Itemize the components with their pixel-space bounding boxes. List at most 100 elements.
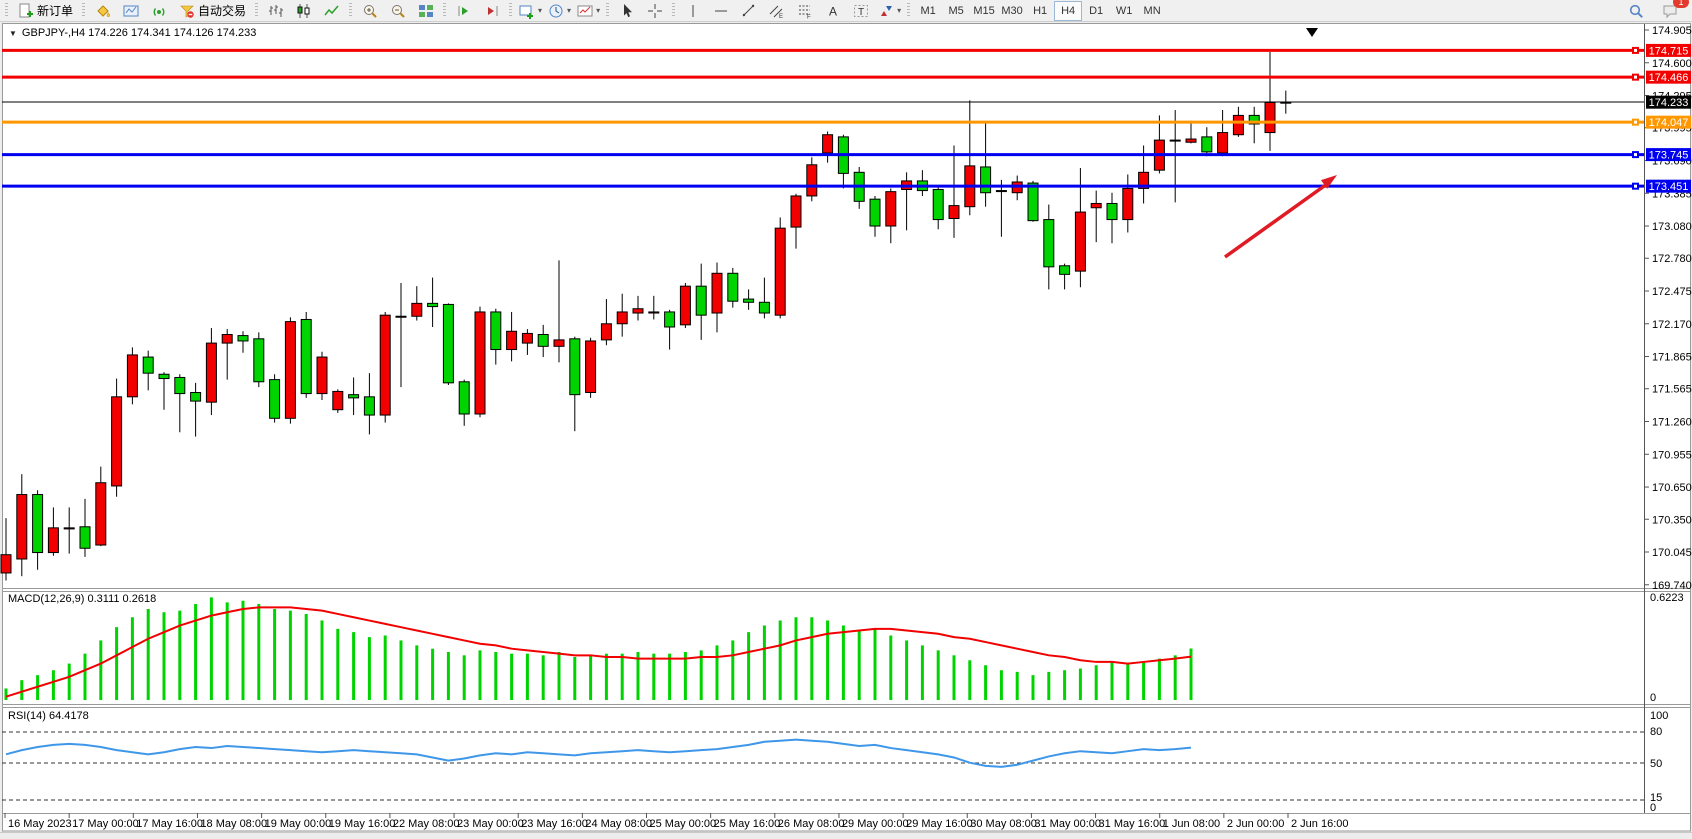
timeframe-h1[interactable]: H1 bbox=[1033, 4, 1048, 17]
period-button[interactable]: ▾ bbox=[545, 0, 574, 22]
chart-canvas[interactable]: 174.905174.600174.295173.995173.690173.3… bbox=[0, 22, 1692, 832]
candle-body bbox=[79, 526, 91, 549]
chart-profile-button[interactable] bbox=[117, 0, 145, 22]
signal-button[interactable] bbox=[145, 0, 173, 22]
candle-body bbox=[569, 338, 581, 396]
candle-body bbox=[111, 396, 123, 487]
candle-body bbox=[948, 205, 960, 220]
timeframe-m15[interactable]: M15 bbox=[973, 4, 995, 17]
template-button[interactable]: ▾ bbox=[574, 0, 603, 22]
paint-bucket-icon bbox=[95, 3, 111, 19]
price-tick-label: 174.600 bbox=[1652, 58, 1692, 70]
line-chart-icon bbox=[324, 3, 340, 19]
candle-body bbox=[284, 321, 296, 419]
toolbar-grip[interactable] bbox=[255, 3, 259, 18]
timeframe-m1[interactable]: M1 bbox=[920, 4, 936, 17]
timeframe-d1[interactable]: D1 bbox=[1089, 4, 1104, 17]
new-order-button[interactable]: 新订单 bbox=[12, 0, 79, 22]
candle-body bbox=[995, 190, 1007, 193]
candle-body bbox=[332, 390, 344, 411]
candle-body bbox=[363, 396, 375, 416]
candle-body bbox=[869, 198, 881, 227]
arrows-icon bbox=[878, 3, 894, 19]
time-tick-label: 29 May 00:00 bbox=[842, 818, 909, 830]
timeframe-m5[interactable]: M5 bbox=[948, 4, 964, 17]
toolbar-grip[interactable] bbox=[672, 3, 676, 18]
svg-text:174.233: 174.233 bbox=[1649, 97, 1689, 109]
cursor-button[interactable] bbox=[613, 0, 641, 22]
text-label-icon: T bbox=[853, 3, 869, 19]
candlestick-chart-button[interactable] bbox=[290, 0, 318, 22]
candle-body bbox=[553, 339, 565, 347]
candle-body bbox=[679, 285, 691, 326]
down-arrow-marker[interactable] bbox=[1306, 28, 1318, 37]
candle-body bbox=[1138, 171, 1150, 189]
candle-body bbox=[537, 334, 549, 347]
text-label-button[interactable]: T bbox=[847, 0, 875, 22]
toolbar-grip[interactable] bbox=[907, 3, 911, 18]
time-tick-label: 25 May 00:00 bbox=[650, 818, 717, 830]
price-level-label bbox=[1646, 70, 1691, 84]
equidistant-channel-button[interactable]: E bbox=[763, 0, 791, 22]
crosshair-button[interactable] bbox=[641, 0, 669, 22]
price-tick-label: 172.780 bbox=[1652, 253, 1692, 265]
timeframe-h4[interactable]: H4 bbox=[1054, 0, 1083, 21]
chart-shift-button[interactable] bbox=[478, 0, 506, 22]
text-button[interactable]: A bbox=[819, 0, 847, 22]
zoom-in-button[interactable] bbox=[356, 0, 384, 22]
timeframe-w1[interactable]: W1 bbox=[1115, 4, 1133, 17]
equidistant-channel-icon: E bbox=[769, 3, 785, 19]
toolbar-grip[interactable] bbox=[82, 3, 86, 18]
time-tick-label: 23 May 00:00 bbox=[457, 818, 524, 830]
horizontal-line-button[interactable] bbox=[707, 0, 735, 22]
auto-scroll-icon bbox=[456, 3, 472, 19]
timeframe-m30[interactable]: M30 bbox=[1001, 4, 1023, 17]
tile-windows-icon bbox=[418, 3, 434, 19]
price-level-label bbox=[1646, 179, 1691, 193]
rsi-tick-label: 100 bbox=[1650, 710, 1668, 722]
search-button[interactable] bbox=[1622, 0, 1650, 22]
candle-body bbox=[1264, 102, 1276, 134]
arrows-button[interactable]: ▾ bbox=[875, 0, 904, 22]
rsi-tick-label: 15 bbox=[1650, 792, 1662, 804]
candle-body bbox=[664, 311, 676, 328]
notifications-button[interactable]: 1 bbox=[1656, 0, 1689, 22]
time-tick-label: 22 May 08:00 bbox=[393, 818, 460, 830]
candle-body bbox=[221, 334, 233, 344]
timeframe-mn[interactable]: MN bbox=[1143, 4, 1161, 17]
styler-button[interactable] bbox=[89, 0, 117, 22]
chart-title-bar: ▼ GBPJPY-,H4 174.226 174.341 174.126 174… bbox=[9, 27, 256, 39]
bar-chart-button[interactable] bbox=[262, 0, 290, 22]
tile-windows-button[interactable] bbox=[412, 0, 440, 22]
candle-body bbox=[490, 311, 502, 351]
trend-arrow-annotation[interactable] bbox=[1223, 182, 1329, 259]
svg-text:174.715: 174.715 bbox=[1649, 45, 1689, 57]
candle-body bbox=[727, 272, 739, 302]
trendline-button[interactable] bbox=[735, 0, 763, 22]
svg-text:E: E bbox=[779, 14, 783, 19]
toolbar-grip[interactable] bbox=[349, 3, 353, 18]
price-tick-label: 170.955 bbox=[1652, 449, 1692, 461]
fibonacci-button[interactable]: F bbox=[791, 0, 819, 22]
new-chart-button[interactable]: ▾ bbox=[516, 0, 545, 22]
time-tick-label: 25 May 16:00 bbox=[714, 818, 781, 830]
candle-body bbox=[190, 392, 202, 402]
auto-scroll-button[interactable] bbox=[450, 0, 478, 22]
candle-body bbox=[142, 356, 154, 374]
candle-body bbox=[506, 330, 518, 351]
zoom-out-button[interactable] bbox=[384, 0, 412, 22]
collapse-arrow-icon[interactable]: ▼ bbox=[9, 28, 17, 38]
vertical-line-button[interactable] bbox=[679, 0, 707, 22]
price-tick-label: 171.565 bbox=[1652, 384, 1692, 396]
fibonacci-icon: F bbox=[797, 3, 813, 19]
trend-arrow-head[interactable] bbox=[1321, 175, 1337, 189]
candle-body bbox=[395, 315, 407, 318]
line-chart-button[interactable] bbox=[318, 0, 346, 22]
toolbar-grip[interactable] bbox=[509, 3, 513, 18]
candle-body bbox=[237, 335, 249, 342]
candle-body bbox=[1232, 114, 1244, 136]
auto-trading-button[interactable]: 自动交易 bbox=[173, 0, 252, 22]
toolbar-grip[interactable] bbox=[606, 3, 610, 18]
toolbar-grip[interactable] bbox=[443, 3, 447, 18]
toolbar-grip[interactable] bbox=[5, 3, 8, 18]
